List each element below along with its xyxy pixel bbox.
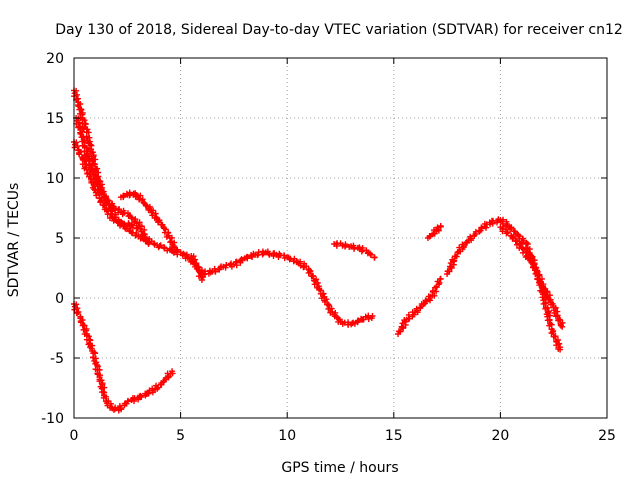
- y-tick-label: 10: [46, 171, 64, 187]
- series-track-h-rising: [395, 276, 444, 337]
- y-tick-label: 15: [46, 111, 64, 127]
- y-tick-label: -10: [41, 411, 64, 427]
- x-axis-label: GPS time / hours: [281, 460, 398, 476]
- x-tick-label: 15: [385, 428, 403, 444]
- series-track-g-short-segment: [331, 240, 378, 261]
- y-tick-label: 20: [46, 51, 64, 67]
- data-points: [71, 87, 566, 413]
- y-tick-label: -5: [50, 351, 64, 367]
- x-tick-label: 10: [278, 428, 296, 444]
- series-track-c-upper-descending: [73, 115, 152, 247]
- axis-ticks: [74, 58, 607, 418]
- chart-title: Day 130 of 2018, Sidereal Day-to-day VTE…: [55, 22, 623, 38]
- x-tick-label: 5: [176, 428, 185, 444]
- gridlines: [74, 58, 607, 418]
- y-tick-label: 0: [55, 291, 64, 307]
- chart: Day 130 of 2018, Sidereal Day-to-day VTE…: [0, 0, 640, 480]
- series-track-e-lower-dip: [71, 301, 176, 413]
- y-tick-label: 5: [55, 231, 64, 247]
- plot-frame: [74, 58, 607, 418]
- data-point-fill: [74, 310, 80, 316]
- x-tick-label: 20: [491, 428, 509, 444]
- x-tick-label: 0: [70, 428, 79, 444]
- series-track-f-middle-wave: [188, 248, 375, 327]
- series-track-k-right-descent: [497, 224, 565, 330]
- y-axis-label: SDTVAR / TECUs: [6, 183, 22, 298]
- x-tick-label: 25: [598, 428, 616, 444]
